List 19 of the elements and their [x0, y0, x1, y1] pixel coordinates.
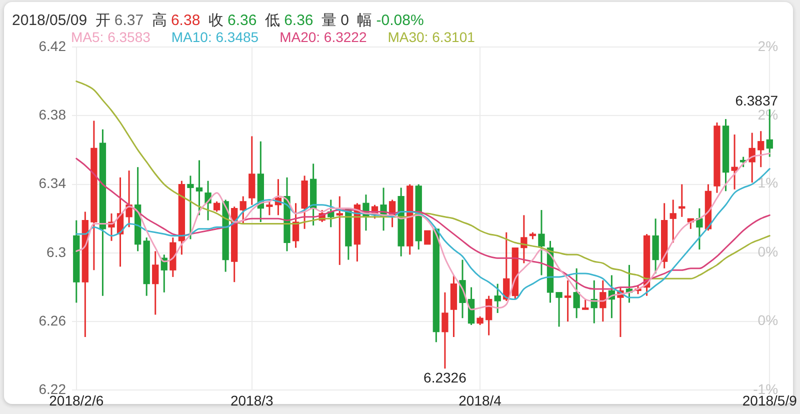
y-tick-label: 6.26	[38, 312, 66, 328]
chart-title: 2018/05/09 开 6.37 高 6.38 收 6.36 低 6.36 量 0 幅 -0.08%	[12, 12, 424, 29]
x-tick-label: 2018/4	[458, 392, 502, 408]
y2-tick-label: 2%	[758, 38, 778, 54]
y-tick-label: 6.38	[38, 106, 66, 122]
x-tick-label: 2018/3	[230, 392, 274, 408]
y2-tick-label: 0%	[758, 243, 778, 260]
y2-tick-label: 0%	[758, 312, 778, 328]
y2-tick-label: 1%	[758, 174, 778, 190]
text: MA20: 6.3222	[280, 29, 367, 45]
annotation: 6.2326	[424, 369, 467, 386]
text: MA5: 6.3583	[71, 29, 150, 45]
y-tick-label: 6.34	[38, 175, 66, 192]
annotation: 6.3837	[735, 92, 778, 108]
y-tick-label: 6.42	[38, 38, 66, 54]
y-tick-label: 6.3	[46, 244, 66, 260]
text: MA30: 6.3101	[388, 29, 475, 45]
candlestick	[564, 280, 572, 322]
text: MA10: 6.3485	[171, 29, 259, 45]
